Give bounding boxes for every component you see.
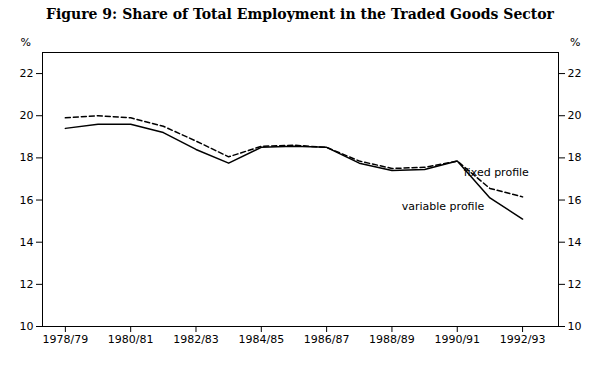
svg-text:1982/83: 1982/83 bbox=[173, 333, 219, 346]
svg-text:1980/81: 1980/81 bbox=[108, 333, 154, 346]
svg-text:22: 22 bbox=[568, 67, 582, 80]
svg-text:18: 18 bbox=[20, 151, 34, 164]
svg-text:1978/79: 1978/79 bbox=[43, 333, 89, 346]
svg-text:14: 14 bbox=[20, 236, 34, 249]
html-text:Figure 9: Share of Total Emplo: Figure 9: Share of Total Employment in t… bbox=[46, 6, 554, 22]
svg-text:22: 22 bbox=[20, 67, 34, 80]
svg-text:1984/85: 1984/85 bbox=[238, 333, 284, 346]
svg-text:18: 18 bbox=[568, 151, 582, 164]
svg-text:12: 12 bbox=[568, 278, 582, 291]
svg-text:10: 10 bbox=[20, 320, 34, 333]
svg-text:1990/91: 1990/91 bbox=[434, 333, 480, 346]
svg-text:20: 20 bbox=[20, 109, 34, 122]
svg-text:20: 20 bbox=[568, 109, 582, 122]
svg-text:14: 14 bbox=[568, 236, 582, 249]
svg-text:1986/87: 1986/87 bbox=[304, 333, 350, 346]
svg-text:1992/93: 1992/93 bbox=[500, 333, 546, 346]
svg-text:12: 12 bbox=[20, 278, 34, 291]
svg-text:variable profile: variable profile bbox=[402, 200, 485, 213]
svg-text:10: 10 bbox=[568, 320, 582, 333]
svg-text:%: % bbox=[570, 36, 580, 49]
svg-text:%: % bbox=[21, 36, 31, 49]
svg-text:1988/89: 1988/89 bbox=[369, 333, 415, 346]
svg-text:16: 16 bbox=[568, 194, 582, 207]
svg-text:fixed profile: fixed profile bbox=[464, 166, 529, 179]
svg-text:16: 16 bbox=[20, 194, 34, 207]
